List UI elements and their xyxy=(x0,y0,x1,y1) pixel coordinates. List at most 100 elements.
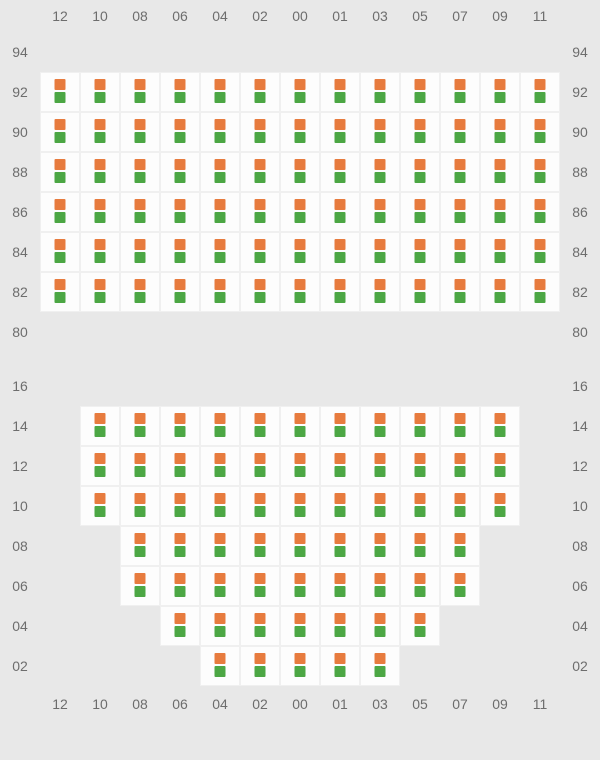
seat-cell[interactable] xyxy=(80,446,120,486)
seat-cell[interactable] xyxy=(360,406,400,446)
seat-cell[interactable] xyxy=(360,646,400,686)
seat-cell[interactable] xyxy=(240,112,280,152)
seat-cell[interactable] xyxy=(320,272,360,312)
seat-cell[interactable] xyxy=(160,232,200,272)
seat-cell[interactable] xyxy=(200,192,240,232)
seat-cell[interactable] xyxy=(520,232,560,272)
seat-cell[interactable] xyxy=(440,526,480,566)
seat-cell[interactable] xyxy=(240,272,280,312)
seat-cell[interactable] xyxy=(160,566,200,606)
seat-cell[interactable] xyxy=(400,526,440,566)
seat-cell[interactable] xyxy=(440,272,480,312)
seat-cell[interactable] xyxy=(280,646,320,686)
seat-cell[interactable] xyxy=(240,646,280,686)
seat-cell[interactable] xyxy=(240,566,280,606)
seat-cell[interactable] xyxy=(520,272,560,312)
seat-cell[interactable] xyxy=(360,112,400,152)
seat-cell[interactable] xyxy=(80,272,120,312)
seat-cell[interactable] xyxy=(280,232,320,272)
seat-cell[interactable] xyxy=(280,566,320,606)
seat-cell[interactable] xyxy=(400,192,440,232)
seat-cell[interactable] xyxy=(40,272,80,312)
seat-cell[interactable] xyxy=(80,232,120,272)
seat-cell[interactable] xyxy=(240,406,280,446)
seat-cell[interactable] xyxy=(440,192,480,232)
seat-cell[interactable] xyxy=(280,72,320,112)
seat-cell[interactable] xyxy=(320,192,360,232)
seat-cell[interactable] xyxy=(400,446,440,486)
seat-cell[interactable] xyxy=(400,232,440,272)
seat-cell[interactable] xyxy=(320,526,360,566)
seat-cell[interactable] xyxy=(440,406,480,446)
seat-cell[interactable] xyxy=(200,232,240,272)
seat-cell[interactable] xyxy=(160,606,200,646)
seat-cell[interactable] xyxy=(360,606,400,646)
seat-cell[interactable] xyxy=(160,486,200,526)
seat-cell[interactable] xyxy=(160,112,200,152)
seat-cell[interactable] xyxy=(80,486,120,526)
seat-cell[interactable] xyxy=(240,606,280,646)
seat-cell[interactable] xyxy=(280,526,320,566)
seat-cell[interactable] xyxy=(200,606,240,646)
seat-cell[interactable] xyxy=(480,232,520,272)
seat-cell[interactable] xyxy=(80,192,120,232)
seat-cell[interactable] xyxy=(480,272,520,312)
seat-cell[interactable] xyxy=(360,446,400,486)
seat-cell[interactable] xyxy=(520,152,560,192)
seat-cell[interactable] xyxy=(440,486,480,526)
seat-cell[interactable] xyxy=(120,526,160,566)
seat-cell[interactable] xyxy=(120,192,160,232)
seat-cell[interactable] xyxy=(200,272,240,312)
seat-cell[interactable] xyxy=(40,192,80,232)
seat-cell[interactable] xyxy=(120,446,160,486)
seat-cell[interactable] xyxy=(320,72,360,112)
seat-cell[interactable] xyxy=(480,72,520,112)
seat-cell[interactable] xyxy=(280,272,320,312)
seat-cell[interactable] xyxy=(120,72,160,112)
seat-cell[interactable] xyxy=(360,152,400,192)
seat-cell[interactable] xyxy=(360,232,400,272)
seat-cell[interactable] xyxy=(160,272,200,312)
seat-cell[interactable] xyxy=(120,232,160,272)
seat-cell[interactable] xyxy=(440,112,480,152)
seat-cell[interactable] xyxy=(520,112,560,152)
seat-cell[interactable] xyxy=(120,406,160,446)
seat-cell[interactable] xyxy=(400,606,440,646)
seat-cell[interactable] xyxy=(280,406,320,446)
seat-cell[interactable] xyxy=(80,112,120,152)
seat-cell[interactable] xyxy=(200,72,240,112)
seat-cell[interactable] xyxy=(400,112,440,152)
seat-cell[interactable] xyxy=(200,566,240,606)
seat-cell[interactable] xyxy=(400,152,440,192)
seat-cell[interactable] xyxy=(320,566,360,606)
seat-cell[interactable] xyxy=(480,152,520,192)
seat-cell[interactable] xyxy=(240,446,280,486)
seat-cell[interactable] xyxy=(280,152,320,192)
seat-cell[interactable] xyxy=(160,192,200,232)
seat-cell[interactable] xyxy=(360,566,400,606)
seat-cell[interactable] xyxy=(320,232,360,272)
seat-cell[interactable] xyxy=(320,112,360,152)
seat-cell[interactable] xyxy=(320,486,360,526)
seat-cell[interactable] xyxy=(120,566,160,606)
seat-cell[interactable] xyxy=(320,446,360,486)
seat-cell[interactable] xyxy=(320,406,360,446)
seat-cell[interactable] xyxy=(160,152,200,192)
seat-cell[interactable] xyxy=(120,152,160,192)
seat-cell[interactable] xyxy=(120,112,160,152)
seat-cell[interactable] xyxy=(440,446,480,486)
seat-cell[interactable] xyxy=(200,486,240,526)
seat-cell[interactable] xyxy=(200,526,240,566)
seat-cell[interactable] xyxy=(280,192,320,232)
seat-cell[interactable] xyxy=(80,72,120,112)
seat-cell[interactable] xyxy=(480,446,520,486)
seat-cell[interactable] xyxy=(280,486,320,526)
seat-cell[interactable] xyxy=(280,446,320,486)
seat-cell[interactable] xyxy=(480,112,520,152)
seat-cell[interactable] xyxy=(200,446,240,486)
seat-cell[interactable] xyxy=(440,232,480,272)
seat-cell[interactable] xyxy=(360,192,400,232)
seat-cell[interactable] xyxy=(440,72,480,112)
seat-cell[interactable] xyxy=(160,446,200,486)
seat-cell[interactable] xyxy=(400,566,440,606)
